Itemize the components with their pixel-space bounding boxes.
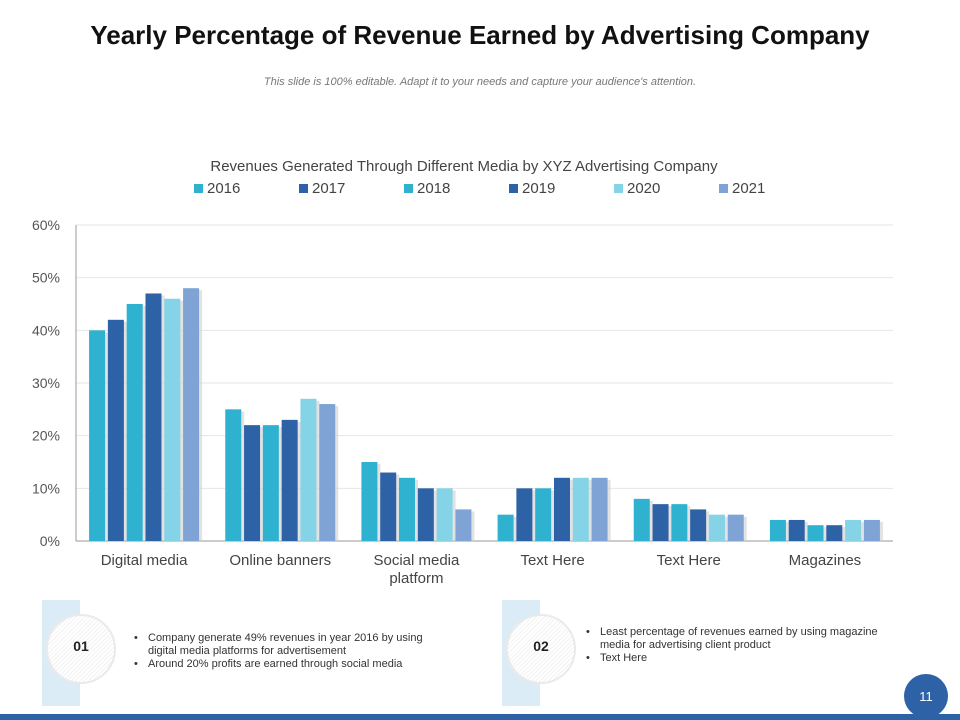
slide-subtitle: This slide is 100% editable. Adapt it to… xyxy=(263,76,697,88)
bar xyxy=(572,477,589,541)
bar xyxy=(652,504,669,541)
legend-swatch xyxy=(719,184,728,193)
y-tick-label: 10% xyxy=(32,480,60,496)
bar xyxy=(788,519,805,541)
bar xyxy=(262,425,279,541)
bar xyxy=(300,398,317,541)
legend-swatch xyxy=(194,184,203,193)
note-bullet: Least percentage of revenues earned by u… xyxy=(586,626,906,652)
note-card-02: 02 Least percentage of revenues earned b… xyxy=(502,600,922,710)
bar xyxy=(826,525,843,541)
x-tick-label: Text Here xyxy=(657,552,721,569)
legend-label: 2016 xyxy=(207,180,241,197)
x-tick-label: Online banners xyxy=(229,552,331,569)
y-tick-label: 30% xyxy=(32,375,60,391)
note-bullet: Around 20% profits are earned through so… xyxy=(134,658,454,671)
x-tick-label: Digital media xyxy=(101,552,188,569)
bar xyxy=(845,519,862,541)
bar xyxy=(436,488,453,541)
bar xyxy=(633,498,650,541)
legend-item-2021: 2021 xyxy=(719,180,824,197)
legend-label: 2020 xyxy=(627,180,661,197)
bar xyxy=(455,509,472,541)
bar xyxy=(319,404,336,541)
bar xyxy=(89,330,106,541)
note-bullet-list: Company generate 49% revenues in year 20… xyxy=(134,632,454,671)
bar xyxy=(553,477,570,541)
bar xyxy=(807,525,824,541)
note-bullet-list: Least percentage of revenues earned by u… xyxy=(586,626,906,665)
bar-chart: 0% 10% 20% 30% 40% 50% 60% Digital media Online … xyxy=(32,217,893,587)
legend-swatch xyxy=(509,184,518,193)
bar xyxy=(164,298,181,541)
bar xyxy=(225,409,242,541)
legend-label: 2019 xyxy=(522,180,556,197)
bar xyxy=(126,304,143,541)
legend-item-2017: 2017 xyxy=(299,180,404,197)
bar xyxy=(244,425,261,541)
note-card-01: 01 Company generate 49% revenues in year… xyxy=(42,600,462,710)
bar xyxy=(690,509,707,541)
legend-item-2019: 2019 xyxy=(509,180,614,197)
legend-swatch xyxy=(614,184,623,193)
bar xyxy=(708,514,725,541)
bar xyxy=(380,472,397,541)
page-number-badge: 11 xyxy=(904,674,948,718)
bar xyxy=(497,514,514,541)
slide-title: Yearly Percentage of Revenue Earned by A… xyxy=(90,20,870,50)
bar xyxy=(727,514,744,541)
chart-title: Revenues Generated Through Different Med… xyxy=(210,158,718,175)
note-number-circle: 02 xyxy=(506,614,576,684)
y-tick-label: 40% xyxy=(32,322,60,338)
note-number-circle: 01 xyxy=(46,614,116,684)
y-tick-label: 60% xyxy=(32,217,60,233)
legend-label: 2018 xyxy=(417,180,451,197)
legend-item-2020: 2020 xyxy=(614,180,719,197)
note-number: 02 xyxy=(533,638,549,654)
x-tick-label: Magazines xyxy=(789,552,862,569)
x-tick-label: Text Here xyxy=(520,552,584,569)
note-number: 01 xyxy=(73,638,89,654)
legend-item-2018: 2018 xyxy=(404,180,509,197)
bar xyxy=(399,477,416,541)
bar xyxy=(281,419,298,541)
bar xyxy=(591,477,608,541)
bar xyxy=(183,288,200,541)
y-tick-label: 20% xyxy=(32,428,60,444)
bar xyxy=(145,293,162,541)
y-tick-label: 0% xyxy=(40,533,60,549)
bar xyxy=(535,488,552,541)
x-tick-label: Social media platform xyxy=(373,552,460,587)
legend-swatch xyxy=(404,184,413,193)
bar xyxy=(361,462,378,541)
legend-item-2016: 2016 xyxy=(194,180,299,197)
legend-label: 2017 xyxy=(312,180,346,197)
page-number: 11 xyxy=(919,688,933,704)
y-tick-label: 50% xyxy=(32,270,60,286)
bar xyxy=(107,319,124,541)
note-bullet: Company generate 49% revenues in year 20… xyxy=(134,632,454,658)
legend-swatch xyxy=(299,184,308,193)
legend-label: 2021 xyxy=(732,180,766,197)
bar xyxy=(671,504,688,541)
bar xyxy=(417,488,434,541)
bar xyxy=(769,519,786,541)
bottom-accent-bar xyxy=(0,714,960,720)
bar xyxy=(516,488,533,541)
note-bullet: Text Here xyxy=(586,652,906,665)
chart-legend: 2016 2017 2018 2019 2020 2021 xyxy=(194,180,824,197)
bar xyxy=(863,519,880,541)
